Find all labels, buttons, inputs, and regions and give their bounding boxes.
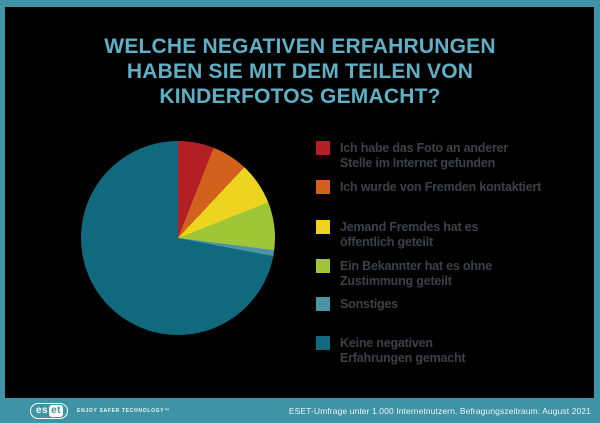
legend-item: Ich habe das Foto an anderer Stelle im I… [316, 141, 508, 170]
legend-swatch [316, 220, 330, 234]
legend-swatch [316, 259, 330, 273]
legend-swatch [316, 297, 330, 311]
legend-swatch [316, 336, 330, 350]
pie-chart [81, 141, 275, 335]
footer-bar: es et ENJOY SAFER TECHNOLOGY™ ESET-Umfra… [0, 398, 600, 423]
frame-left-border [0, 0, 5, 423]
legend-item: Jemand Fremdes hat es öffentlich geteilt [316, 220, 478, 249]
frame-right-border [594, 0, 600, 423]
eset-logo-text-es: es [36, 404, 49, 416]
legend-label: Keine negativen Erfahrungen gemacht [340, 336, 466, 365]
legend-item: Sonstiges [316, 297, 398, 312]
page-title: WELCHE NEGATIVEN ERFAHRUNGEN HABEN SIE M… [104, 35, 496, 108]
legend-item: Ein Bekannter hat es ohne Zustimmung get… [316, 259, 492, 288]
legend-label: Sonstiges [340, 297, 398, 311]
legend-swatch [316, 141, 330, 155]
legend-label: Ich habe das Foto an anderer Stelle im I… [340, 141, 509, 170]
survey-source-note: ESET-Umfrage unter 1.000 Internetnutzern… [288, 405, 591, 416]
eset-tagline: ENJOY SAFER TECHNOLOGY™ [77, 407, 170, 414]
legend-label: Ein Bekannter hat es ohne Zustimmung get… [340, 259, 492, 288]
legend-swatch [316, 180, 330, 194]
legend-item: Ich wurde von Fremden kontaktiert [316, 180, 541, 195]
eset-logo: es et [30, 402, 69, 419]
legend-item: Keine negativen Erfahrungen gemacht [316, 336, 466, 365]
frame-top-border [0, 0, 600, 7]
legend-label: Ich wurde von Fremden kontaktiert [340, 180, 542, 194]
legend-label: Jemand Fremdes hat es öffentlich geteilt [340, 220, 479, 249]
eset-logo-text-et: et [49, 404, 64, 417]
